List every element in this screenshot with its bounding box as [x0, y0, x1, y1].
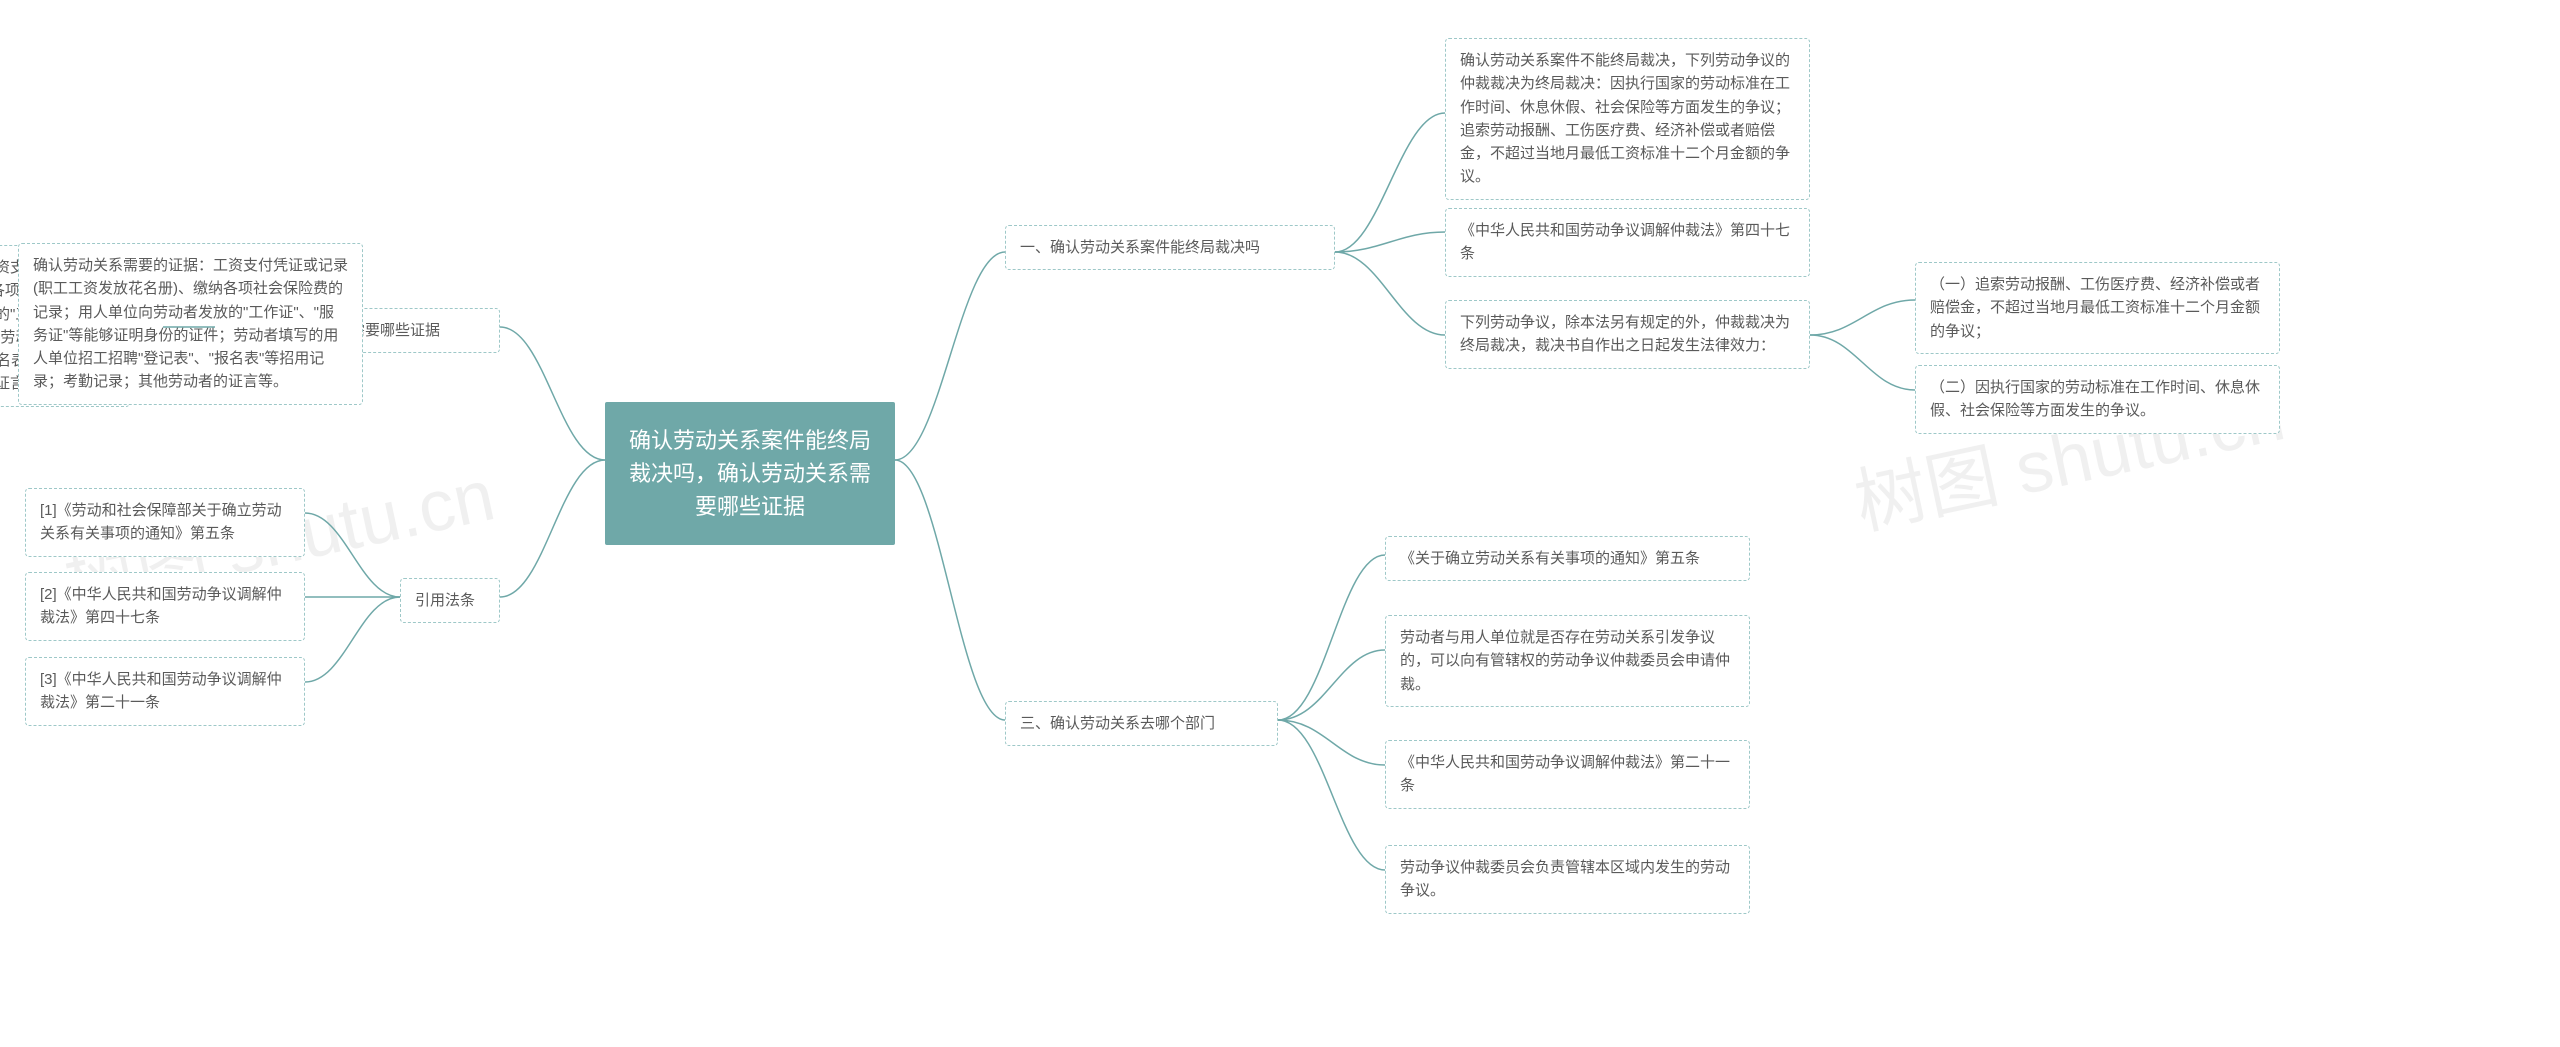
branch2-child-detail: 确认劳动关系需要的证据：工资支付凭证或记录(职工工资发放花名册)、缴纳各项社会保…	[18, 243, 363, 405]
cite-child-1: [2]《中华人民共和国劳动争议调解仲裁法》第四十七条	[25, 572, 305, 641]
cite-title: 引用法条	[400, 578, 500, 623]
center-node: 确认劳动关系案件能终局裁决吗，确认劳动关系需要哪些证据	[605, 402, 895, 545]
branch3-child-0: 《关于确立劳动关系有关事项的通知》第五条	[1385, 536, 1750, 581]
branch1-sub-0: （一）追索劳动报酬、工伤医疗费、经济补偿或者赔偿金，不超过当地月最低工资标准十二…	[1915, 262, 2280, 354]
conn-b2	[0, 0, 2560, 1047]
branch1-child-0: 确认劳动关系案件不能终局裁决，下列劳动争议的仲裁裁决为终局裁决：因执行国家的劳动…	[1445, 38, 1810, 200]
branch3-child-1: 劳动者与用人单位就是否存在劳动关系引发争议的，可以向有管辖权的劳动争议仲裁委员会…	[1385, 615, 1750, 707]
branch1-sub-1: （二）因执行国家的劳动标准在工作时间、休息休假、社会保险等方面发生的争议。	[1915, 365, 2280, 434]
connectors	[0, 0, 2560, 1047]
cite-child-2: [3]《中华人民共和国劳动争议调解仲裁法》第二十一条	[25, 657, 305, 726]
conn-b2-child	[0, 0, 2560, 1047]
branch3-title: 三、确认劳动关系去哪个部门	[1005, 701, 1278, 746]
branch1-child-2: 下列劳动争议，除本法另有规定的外，仲裁裁决为终局裁决，裁决书自作出之日起发生法律…	[1445, 300, 1810, 369]
branch1-child-1: 《中华人民共和国劳动争议调解仲裁法》第四十七条	[1445, 208, 1810, 277]
branch1-title: 一、确认劳动关系案件能终局裁决吗	[1005, 225, 1335, 270]
branch3-child-2: 《中华人民共和国劳动争议调解仲裁法》第二十一条	[1385, 740, 1750, 809]
branch3-child-3: 劳动争议仲裁委员会负责管辖本区域内发生的劳动争议。	[1385, 845, 1750, 914]
cite-child-0: [1]《劳动和社会保障部关于确立劳动关系有关事项的通知》第五条	[25, 488, 305, 557]
